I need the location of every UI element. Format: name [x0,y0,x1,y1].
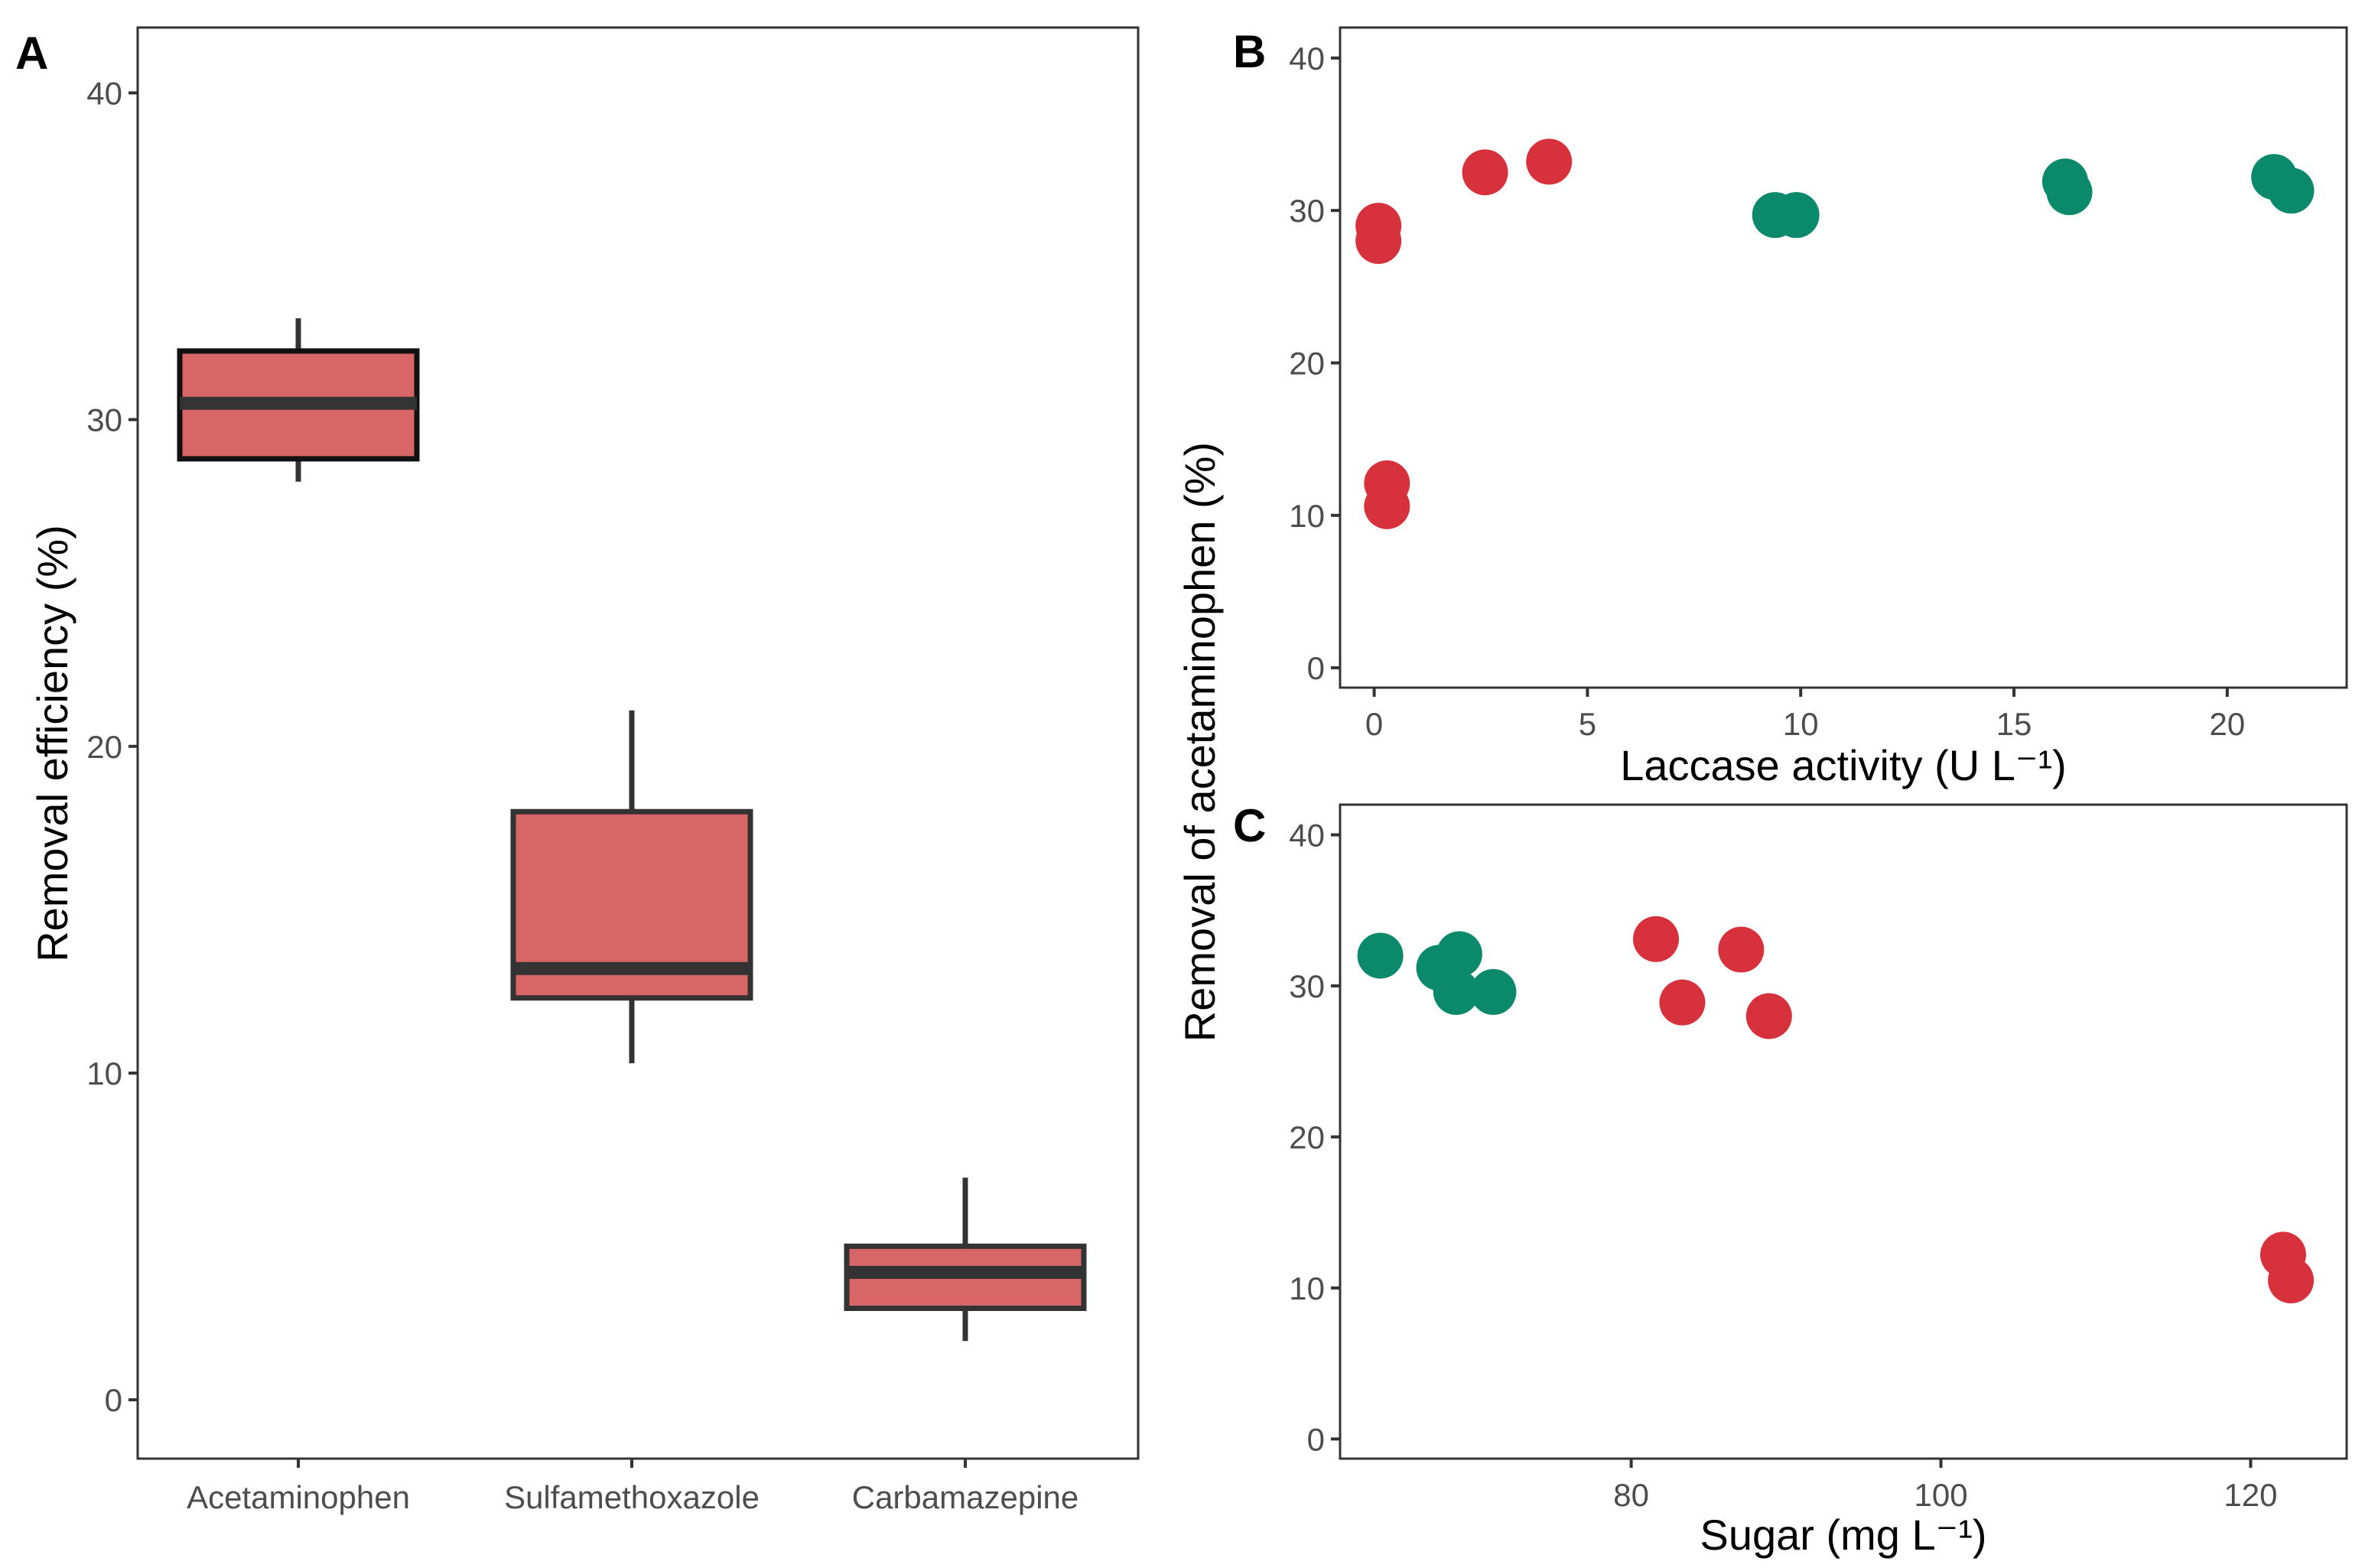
panel-a-y-tick-label: 10 [86,1056,122,1091]
panel-b-frame [1339,26,2348,689]
panel-c-point-green [1357,932,1404,979]
panel-c-point-red [1633,916,1680,962]
panel-a-x-tick-label: Acetaminophen [187,1479,410,1515]
panel-b-x-tick-label: 20 [2210,706,2246,742]
panel-a-frame [136,26,1140,1460]
panel-a-y-axis-title: Removal efficiency (%) [28,525,76,962]
panel-c-axes: 0 10 20 30 40 80 100 120 [1289,817,2277,1513]
panel-letter-c: C [1233,800,1266,851]
panel-b-y-tick-label: 20 [1289,345,1325,381]
panel-b-y-tick-label: 0 [1307,650,1325,686]
panel-a-boxes [177,318,1087,1342]
panel-a-y-tick-label: 30 [86,402,122,438]
panel-c-x-tick-label: 120 [2223,1477,2277,1513]
panel-c-y-tick-label: 40 [1289,817,1325,853]
panel-b-point-green [2268,168,2315,214]
panel-b-point-red [1526,138,1573,185]
panel-c-point-red [1718,926,1765,973]
panel-c-point-green [1470,968,1517,1015]
panel-b-x-tick-label: 10 [1783,706,1819,742]
panel-c-frame [1339,803,2348,1460]
panel-a: A 0 10 20 30 40 Acetaminophen Sulfamethoxazole… [15,26,1140,1515]
panel-c-y-tick-label: 30 [1289,968,1325,1004]
panel-b-point-red [1364,483,1410,529]
panel-b-x-tick-label: 5 [1579,706,1596,742]
panel-c-y-tick-label: 20 [1289,1119,1325,1155]
panel-a-x-tick-label: Sulfamethoxazole [504,1479,760,1515]
panel-b-x-tick-label: 15 [1996,706,2032,742]
panel-b-points [1355,138,2315,529]
panel-letter-a: A [15,28,48,79]
panel-c-point-green [1433,968,1479,1015]
panel-b-y-tick-label: 40 [1289,41,1325,76]
panel-a-y-tick-label: 40 [86,75,122,111]
panel-c-x-tick-label: 100 [1914,1477,1968,1513]
panel-c-x-axis-title: Sugar (mg L⁻¹) [1700,1511,1987,1559]
panel-b-x-tick-label: 0 [1365,706,1383,742]
panel-c-point-red [1745,993,1792,1039]
panel-b-y-tick-label: 10 [1289,498,1325,534]
panel-a-y-tick-label: 0 [105,1382,122,1418]
panel-a-y-tick-label: 20 [86,729,122,765]
panel-a-axes: 0 10 20 30 40 Acetaminophen Sulfamethoxazole Ca… [86,75,1078,1515]
panel-c: C 0 10 20 30 40 80 100 120 Sugar (mg L⁻¹) [1233,800,2348,1559]
panel-c-point-green [1436,931,1482,978]
panel-b-axes: 0 10 20 30 40 0 5 10 15 20 [1289,41,2245,742]
panel-c-y-tick-label: 0 [1307,1421,1325,1457]
panel-a-x-tick-label: Carbamazepine [852,1479,1079,1515]
shared-y-axis-title: Removal of acetaminophen (%) [1176,442,1224,1042]
panel-c-point-red [2268,1257,2315,1303]
panel-b-point-red [1462,149,1508,196]
panel-b-point-green [1773,192,1820,239]
panel-c-points [1357,916,2315,1303]
panel-c-y-tick-label: 10 [1289,1270,1325,1306]
panel-b: B 0 10 20 30 40 0 5 10 15 20 Laccase activity (U … [1233,26,2348,789]
panel-c-x-tick-label: 80 [1613,1477,1649,1513]
panel-b-y-tick-label: 30 [1289,193,1325,229]
panel-b-point-green [2046,169,2093,216]
panel-letter-b: B [1233,26,1266,77]
panel-b-point-red [1355,218,1402,265]
panel-b-x-axis-title: Laccase activity (U L⁻¹) [1620,741,2067,789]
panel-c-point-red [1659,979,1706,1026]
